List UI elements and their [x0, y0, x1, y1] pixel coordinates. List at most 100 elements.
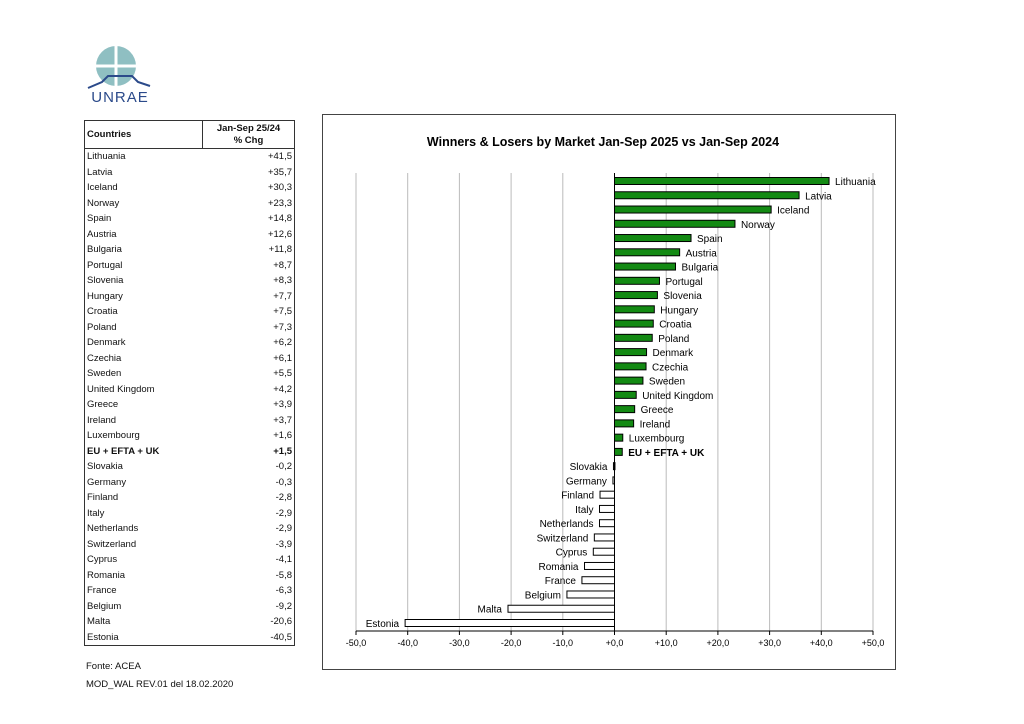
- change-value: +1,5: [273, 445, 292, 457]
- change-value: -40,5: [270, 631, 292, 643]
- table-row: Austria +12,6: [85, 227, 295, 243]
- bar-label: Spain: [697, 234, 723, 245]
- table-row: Hungary +7,7: [85, 289, 295, 305]
- table-row: Croatia +7,5: [85, 304, 295, 320]
- bar-label: Greece: [641, 405, 674, 416]
- bar-label: Iceland: [777, 206, 809, 217]
- table-row: Germany -0,3: [85, 475, 295, 491]
- bar: [614, 205, 772, 214]
- country-name: Belgium: [87, 600, 122, 612]
- bar: [599, 519, 615, 528]
- bar: [593, 533, 616, 542]
- bar-label: Estonia: [366, 619, 400, 630]
- table-row: United Kingdom +4,2: [85, 382, 295, 398]
- change-value: +6,1: [273, 352, 292, 364]
- bar: [614, 291, 658, 300]
- bar: [614, 248, 681, 257]
- country-name: Cyprus: [87, 554, 118, 566]
- x-tick-label: -50,0: [346, 638, 367, 648]
- change-value: -2,9: [275, 523, 292, 535]
- country-name: Lithuania: [87, 151, 126, 163]
- change-value: -20,6: [270, 616, 292, 628]
- country-name: Finland: [87, 492, 119, 504]
- bar: [614, 433, 624, 442]
- change-value: +7,7: [273, 290, 292, 302]
- change-value: +11,8: [268, 244, 292, 256]
- country-name: Greece: [87, 399, 119, 411]
- change-value: +41,5: [267, 151, 292, 163]
- table-row: Finland -2,8: [85, 490, 295, 506]
- change-value: +3,9: [273, 399, 292, 411]
- bar-label: Luxembourg: [629, 434, 685, 445]
- country-name: EU + EFTA + UK: [87, 445, 160, 457]
- bar: [599, 504, 615, 513]
- bar-label: France: [545, 576, 577, 587]
- change-value: +7,3: [273, 321, 292, 333]
- change-value: -9,2: [275, 600, 292, 612]
- country-name: Sweden: [87, 368, 122, 380]
- change-value: +3,7: [273, 414, 292, 426]
- x-tick-label: +0,0: [606, 638, 624, 648]
- bar: [614, 305, 655, 314]
- table-row: Norway +23,3: [85, 196, 295, 212]
- bar-label: Germany: [566, 476, 607, 487]
- bar-label: Austria: [686, 248, 718, 259]
- table-row: France -6,3: [85, 583, 295, 599]
- bar: [614, 333, 653, 342]
- change-value: -0,3: [275, 476, 292, 488]
- table-row: Switzerland -3,9: [85, 537, 295, 553]
- country-name: Italy: [87, 507, 105, 519]
- bar-label: Slovakia: [570, 462, 608, 473]
- chart: -50,0 -40,0 -30,0 -20,0 -10,0 +0,0 +10,0 +20,0 +…: [322, 114, 896, 670]
- bar-label: Belgium: [525, 590, 561, 601]
- bar-label: Norway: [741, 220, 775, 231]
- country-name: Slovakia: [87, 461, 123, 473]
- bar: [614, 191, 800, 200]
- country-name: Latvia: [87, 166, 113, 178]
- country-name: Spain: [87, 213, 112, 225]
- x-tick-label: +10,0: [655, 638, 678, 648]
- table-row: Poland +7,3: [85, 320, 295, 336]
- country-name: Iceland: [87, 182, 118, 194]
- bar-label: Italy: [575, 505, 593, 516]
- bar-label: Latvia: [805, 191, 832, 202]
- table-row: Estonia -40,5: [85, 630, 295, 646]
- table-row: Lithuania +41,5: [85, 149, 295, 165]
- bar: [566, 590, 616, 599]
- table-row: Czechia +6,1: [85, 351, 295, 367]
- bar: [507, 604, 615, 613]
- x-tick-label: -30,0: [449, 638, 470, 648]
- country-name: Netherlands: [87, 523, 139, 535]
- change-value: +1,6: [273, 430, 292, 442]
- bar-label: Croatia: [659, 320, 692, 331]
- bar: [614, 376, 644, 385]
- bar: [581, 576, 615, 585]
- bar: [599, 490, 615, 499]
- table-row: Luxembourg +1,6: [85, 428, 295, 444]
- change-value: +12,6: [267, 228, 292, 240]
- change-value: +6,2: [273, 337, 292, 349]
- chart-title: Winners & Losers by Market Jan-Sep 2025 …: [426, 135, 780, 149]
- bar: [614, 276, 660, 285]
- table-row: Belgium -9,2: [85, 599, 295, 615]
- bar-label: Denmark: [653, 348, 695, 359]
- country-name: Ireland: [87, 414, 117, 426]
- bar: [614, 405, 636, 414]
- country-name: Poland: [87, 321, 117, 333]
- bar: [404, 619, 615, 627]
- svg-text:UNRAE: UNRAE: [91, 89, 149, 104]
- bar-label: Netherlands: [540, 519, 594, 530]
- change-value: +30,3: [267, 182, 292, 194]
- bar: [614, 177, 830, 185]
- bar-label: Ireland: [640, 419, 671, 430]
- bar-label: Czechia: [652, 362, 689, 373]
- bar: [614, 219, 736, 228]
- table-row: Slovakia -0,2: [85, 459, 295, 475]
- country-name: Germany: [87, 476, 127, 488]
- bar-label: Poland: [658, 334, 689, 345]
- country-name: United Kingdom: [87, 383, 155, 395]
- change-value: +35,7: [267, 166, 292, 178]
- bar-label: Lithuania: [835, 177, 876, 188]
- table-row: Spain +14,8: [85, 211, 295, 227]
